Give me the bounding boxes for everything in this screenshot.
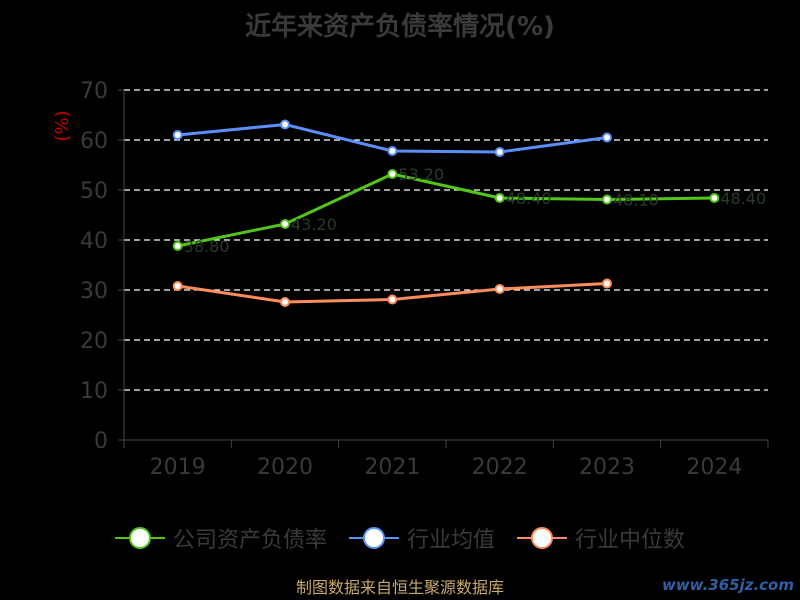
data-point: [387, 146, 398, 156]
x-tick-label: 2019: [150, 455, 206, 480]
data-point: [387, 294, 398, 305]
data-label: 43.20: [291, 215, 337, 234]
legend-swatch-company: [114, 526, 165, 550]
data-point: [280, 119, 290, 130]
legend-label-industry-median: 行业中位数: [575, 528, 686, 553]
watermark: www.365jz.com: [661, 576, 794, 594]
data-point: [602, 132, 612, 143]
data-point: [387, 169, 398, 179]
x-tick-label: 2021: [364, 455, 420, 480]
data-point: [602, 278, 612, 289]
data-point: [494, 284, 505, 294]
x-tick-label: 2022: [472, 455, 528, 480]
data-point: [172, 241, 183, 251]
data-point: [494, 147, 505, 157]
data-point: [602, 194, 612, 205]
source-note: 制图数据来自恒生聚源数据库: [295, 578, 504, 597]
legend-swatch-industry-mean: [348, 526, 399, 550]
y-tick-label: 30: [80, 279, 108, 304]
chart-title: 近年来资产负债率情况(%): [245, 12, 555, 42]
x-tick-label: 2024: [686, 455, 742, 480]
legend: 公司资产负债率 行业均值 行业中位数: [0, 522, 800, 554]
data-label: 48.40: [506, 189, 552, 208]
data-label: 53.20: [398, 165, 444, 184]
legend-swatch-industry-median: [517, 526, 567, 550]
legend-label-industry-mean: 行业均值: [406, 528, 495, 553]
data-point: [709, 193, 720, 203]
y-tick-label: 0: [94, 429, 108, 454]
data-point: [494, 193, 505, 203]
series-line-0: [177, 172, 715, 248]
data-point: [280, 219, 290, 229]
data-point: [280, 297, 290, 307]
y-tick-label: 40: [80, 229, 108, 254]
legend-label-company: 公司资产负债率: [172, 528, 327, 553]
x-tick-label: 2020: [257, 455, 313, 480]
data-label: 38.80: [184, 237, 230, 256]
y-axis-label: (%): [52, 110, 73, 141]
y-tick-label: 50: [80, 179, 108, 204]
legend-item-company[interactable]: 公司资产负债率: [114, 522, 327, 554]
legend-item-industry-median[interactable]: 行业中位数: [517, 522, 685, 554]
data-point: [172, 281, 183, 291]
y-tick-label: 20: [80, 329, 108, 354]
data-label: 48.10: [613, 191, 659, 210]
legend-item-industry-mean[interactable]: 行业均值: [348, 522, 495, 554]
data-point: [172, 130, 183, 140]
data-label: 48.40: [720, 189, 766, 208]
y-tick-label: 10: [80, 379, 108, 404]
y-tick-label: 60: [80, 129, 108, 154]
x-tick-label: 2023: [579, 455, 635, 480]
y-tick-label: 70: [80, 79, 108, 104]
